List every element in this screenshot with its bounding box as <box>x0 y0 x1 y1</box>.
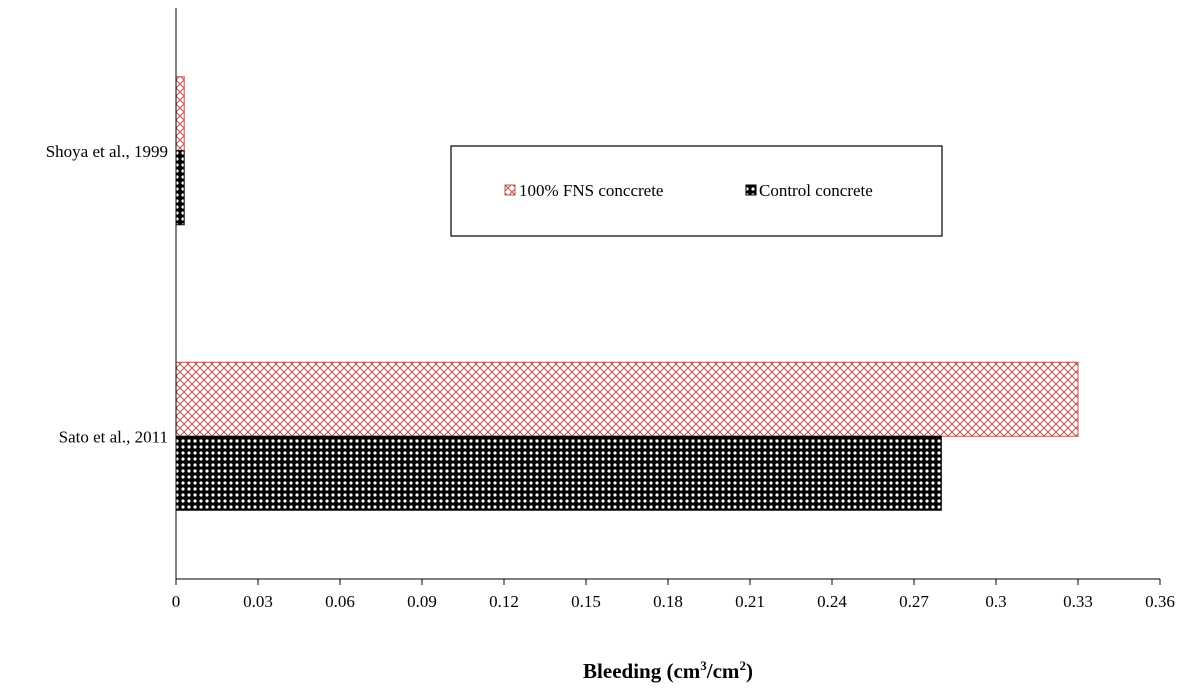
x-tick-label: 0.03 <box>243 592 273 611</box>
legend-box <box>450 145 943 237</box>
legend-swatch-fns <box>504 184 516 196</box>
bar-fns-0 <box>175 76 185 152</box>
x-tick-label: 0.09 <box>407 592 437 611</box>
x-tick-label: 0.3 <box>985 592 1006 611</box>
legend-label-fns: 100% FNS conccrete <box>519 181 663 200</box>
x-tick-label: 0.15 <box>571 592 601 611</box>
x-tick-label: 0.33 <box>1063 592 1093 611</box>
legend: 100% FNS conccrete Control concrete <box>450 145 943 237</box>
x-axis-title: Bleeding (cm3/cm2) <box>583 658 753 683</box>
x-tick-label: 0.21 <box>735 592 765 611</box>
category-label: Shoya et al., 1999 <box>46 142 168 161</box>
legend-swatch-control <box>745 184 757 196</box>
x-ticks: 0 0.03 0.06 0.09 0.12 0.15 0.18 0.21 0.24 0.27 0.3… <box>172 579 1175 611</box>
x-tick-label: 0.06 <box>325 592 355 611</box>
category-labels: Shoya et al., 1999 Sato et al., 2011 <box>46 142 168 447</box>
bars-layer <box>175 76 1079 511</box>
x-tick-label: 0.24 <box>817 592 847 611</box>
x-tick-label: 0.18 <box>653 592 683 611</box>
x-tick-label: 0.27 <box>899 592 929 611</box>
bar-control-1 <box>175 435 942 511</box>
x-tick-label: 0.12 <box>489 592 519 611</box>
bar-fns-1 <box>175 361 1079 437</box>
legend-label-control: Control concrete <box>759 181 873 200</box>
category-label: Sato et al., 2011 <box>59 427 168 446</box>
bar-control-0 <box>175 150 185 226</box>
x-tick-label: 0.36 <box>1145 592 1175 611</box>
x-tick-label: 0 <box>172 592 181 611</box>
